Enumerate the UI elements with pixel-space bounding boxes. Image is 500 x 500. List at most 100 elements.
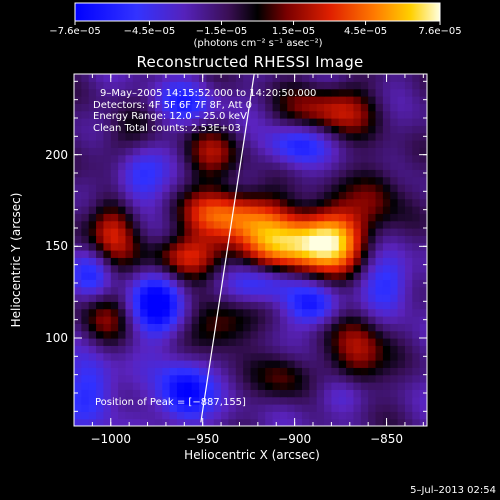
heatmap-cell [397,294,406,302]
heatmap-cell [346,374,355,383]
heatmap-cell [353,257,362,266]
heatmap-cell [213,352,222,361]
heatmap-cell [419,81,427,90]
heatmap-cell [397,81,406,90]
heatmap-cell [301,294,310,302]
heatmap-cell [96,250,105,258]
heatmap-cell [88,125,97,134]
heatmap-cell [301,389,310,398]
heatmap-cell [147,308,156,317]
heatmap-cell [404,279,413,288]
heatmap-cell [412,176,421,185]
heatmap-cell [103,88,112,97]
heatmap-cell [154,264,163,273]
heatmap-cell [257,411,266,420]
heatmap-cell [294,147,303,156]
heatmap-cell [309,184,318,192]
heatmap-cell [353,169,362,178]
heatmap-cell [301,286,310,295]
heatmap-cell [316,301,325,310]
heatmap-cell [287,316,296,324]
heatmap-cell [287,206,296,214]
heatmap-cell [324,301,332,310]
heatmap-cell [419,103,427,112]
heatmap-cell [375,176,384,185]
heatmap-cell [206,242,215,251]
heatmap-cell [221,125,230,134]
heatmap-cell [154,74,163,82]
heatmap-cell [316,294,325,302]
heatmap-cell [257,250,266,258]
heatmap-cell [74,213,82,222]
heatmap-cell [110,206,119,214]
annotation-detectors: Detectors: 4F 5F 6F 7F 8F, Att 0 [93,100,253,111]
heatmap-cell [132,308,141,317]
heatmap-cell [213,198,222,207]
heatmap-cell [213,382,222,390]
heatmap-cell [338,125,347,134]
heatmap-cell [162,198,171,207]
heatmap-cell [199,118,207,126]
heatmap-cell [199,154,207,163]
heatmap-cell [331,389,340,398]
heatmap-cell [331,88,340,97]
heatmap-cell [184,191,193,200]
heatmap-cell [397,352,406,361]
y-axis-label: Heliocentric Y (arcsec) [9,192,23,328]
heatmap-cell [132,81,141,90]
heatmap-cell [331,360,340,368]
heatmap-cell [213,323,222,332]
heatmap-cell [81,198,90,207]
heatmap-cell [184,308,193,317]
heatmap-cell [412,323,421,332]
heatmap-cell [338,220,347,229]
heatmap-cell [81,301,90,310]
heatmap-cell [199,198,207,207]
heatmap-cell [316,286,325,295]
heatmap-cell [287,418,296,426]
heatmap-cell [397,316,406,324]
heatmap-cell [287,338,296,346]
heatmap-cell [404,345,413,354]
heatmap-cell [309,316,318,324]
heatmap-cell [324,382,332,390]
heatmap-cell [118,374,127,383]
heatmap-cell [375,308,384,317]
heatmap-cell [272,220,281,229]
heatmap-cell [265,206,274,214]
heatmap-cell [375,147,384,156]
heatmap-cell [397,279,406,288]
heatmap-cell [287,140,296,148]
heatmap-cell [88,184,97,192]
heatmap-cell [309,404,318,412]
heatmap-cell [279,264,288,273]
heatmap-cell [338,382,347,390]
heatmap-cell [404,308,413,317]
heatmap-cell [118,257,127,266]
heatmap-cell [176,213,185,222]
heatmap-cell [221,411,230,420]
heatmap-cell [169,96,178,104]
heatmap-cell [279,396,288,405]
heatmap-cell [243,404,252,412]
heatmap-cell [294,103,303,112]
heatmap-cell [353,404,362,412]
heatmap-cell [368,242,377,251]
heatmap-cell [125,103,134,112]
heatmap-cell [338,316,347,324]
heatmap-cell [88,235,97,244]
heatmap-cell [368,352,377,361]
heatmap-cell [81,316,90,324]
heatmap-cell [265,147,274,156]
heatmap-cell [147,242,156,251]
heatmap-cell [338,264,347,273]
heatmap-cell [287,404,296,412]
heatmap-cell [412,96,421,104]
heatmap-cell [147,323,156,332]
heatmap-cell [397,132,406,141]
heatmap-cell [154,206,163,214]
heatmap-cell [324,345,332,354]
heatmap-cell [140,345,149,354]
heatmap-cell [176,242,185,251]
heatmap-cell [162,147,171,156]
